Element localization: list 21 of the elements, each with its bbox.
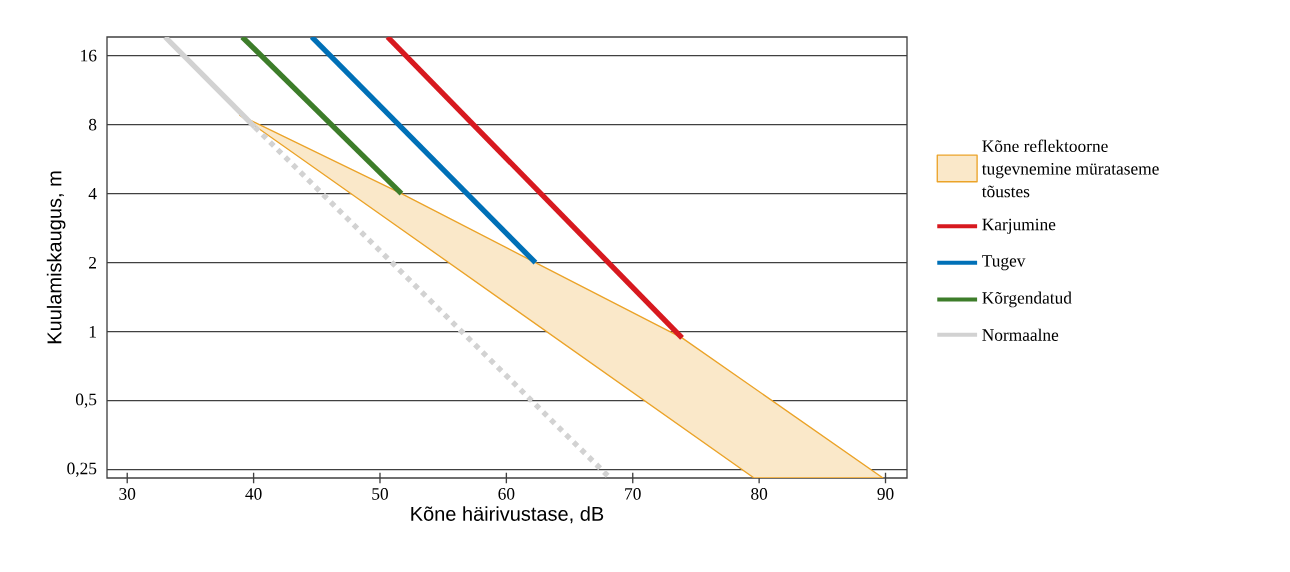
legend-label: Normaalne — [982, 328, 1059, 341]
y-tick-label: 16 — [81, 49, 97, 62]
x-tick-label: 30 — [119, 488, 136, 500]
y-tick-label: 4 — [88, 187, 97, 200]
y-tick-label: 0,5 — [75, 393, 97, 408]
x-tick-label: 50 — [372, 488, 388, 500]
x-axis-title: Kõne häirivustase, dB — [411, 506, 604, 524]
x-tick-label: 60 — [498, 488, 515, 500]
legend-label: Kõne reflektoorne tugevnemine mürataseme tõustes — [981, 139, 1159, 198]
x-tick-label: 40 — [245, 488, 262, 500]
y-tick-label: 0,25 — [67, 462, 97, 477]
x-tick-label: 90 — [877, 488, 894, 500]
y-tick-label: 2 — [89, 256, 97, 269]
legend-label: Kõrgendatud — [982, 291, 1072, 308]
y-tick-label: 1 — [89, 325, 96, 338]
y-axis-title: Kuulamiskaugus, m — [46, 171, 66, 344]
legend-label: Tugev — [982, 255, 1026, 271]
x-tick-label: 70 — [625, 488, 641, 500]
legend-label: Karjumine — [982, 218, 1056, 234]
x-tick-label: 80 — [751, 488, 768, 500]
y-tick-label: 8 — [88, 118, 97, 131]
